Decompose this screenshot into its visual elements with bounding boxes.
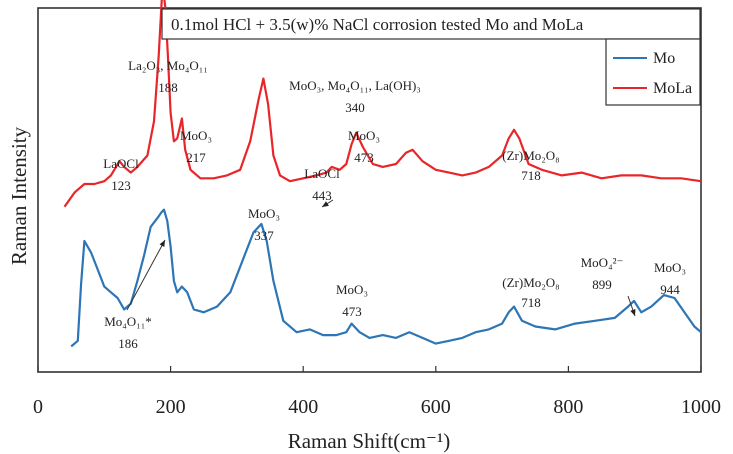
chart-title-box: 0.1mol HCl + 3.5(w)% NaCl corrosion test… (161, 8, 701, 40)
peak-annotation: (Zr)Mo₂O₈ 718 (502, 148, 559, 183)
legend-label-mo: Mo (653, 50, 675, 67)
plot-frame (37, 7, 702, 373)
annotation-arrow (126, 239, 166, 311)
annotation-wavenumber: 718 (521, 295, 541, 310)
chart-title-frame (161, 8, 701, 40)
peak-annotation: MoO₃ 473 (336, 282, 368, 319)
legend-frame (605, 38, 701, 106)
x-tick-label: 800 (553, 396, 583, 418)
annotation-label: (Zr)Mo₂O₈ (502, 148, 559, 163)
x-ticks: 0 200 400 600 800 1000 (33, 366, 721, 418)
peak-annotation: LaOCl 123 (103, 156, 139, 193)
annotation-label: MoO₃ (248, 206, 280, 221)
y-axis-title: Raman Intensity (7, 126, 31, 265)
annotation-label: MoO₃ (180, 128, 212, 143)
chart-title: 0.1mol HCl + 3.5(w)% NaCl corrosion test… (171, 15, 584, 34)
peak-annotation: MoO₃ 217 (180, 128, 212, 165)
legend: Mo MoLa (605, 38, 701, 106)
annotation-label: MoO₃ (348, 128, 380, 143)
annotation-label: MoO₃, Mo₄O₁₁, La(OH)₃ (289, 78, 421, 93)
annotation-label: MoO₃ (654, 260, 686, 275)
annotation-wavenumber: 899 (592, 277, 612, 292)
annotation-wavenumber: 123 (111, 178, 131, 193)
annotations: LaOCl 123 La₂O₃, Mo₄O₁₁ 188 MoO₃ 217 MoO₃, Mo₄… (103, 58, 686, 351)
series-line-mola (63, 0, 702, 208)
annotation-wavenumber: 473 (342, 304, 362, 319)
annotation-wavenumber: 473 (354, 150, 374, 165)
peak-annotation: MoO₃ 337 (248, 206, 280, 243)
annotation-wavenumber: 186 (118, 336, 138, 351)
legend-label-mola: MoLa (653, 80, 692, 97)
annotation-wavenumber: 443 (312, 188, 332, 203)
peak-annotation: MoO₃ 473 (348, 128, 380, 165)
x-tick-label: 400 (288, 396, 318, 418)
annotation-wavenumber: 944 (660, 282, 680, 297)
series-layer (63, 0, 702, 348)
annotation-wavenumber: 718 (521, 168, 541, 183)
annotation-label: (Zr)Mo₂O₈ (502, 275, 559, 290)
peak-annotation: MoO₃ 944 (654, 260, 686, 297)
annotation-wavenumber: 188 (158, 80, 178, 95)
annotation-wavenumber: 337 (254, 228, 274, 243)
annotation-arrowhead (322, 201, 329, 207)
annotation-label: MoO₄²⁻ (581, 255, 624, 270)
series-line-mo (70, 208, 702, 348)
annotation-wavenumber: 217 (186, 150, 206, 165)
x-tick-label: 1000 (681, 396, 721, 418)
x-axis-title: Raman Shift(cm⁻¹) (288, 429, 451, 453)
x-tick-label: 0 (33, 396, 43, 418)
annotation-label: Mo₄O₁₁* (104, 314, 152, 329)
x-tick-label: 600 (421, 396, 451, 418)
peak-annotation: LaOCl 443 (304, 166, 340, 208)
annotation-arrowhead (159, 240, 165, 247)
annotation-label: MoO₃ (336, 282, 368, 297)
annotation-wavenumber: 340 (345, 100, 365, 115)
peak-annotation: MoO₄²⁻ 899 (581, 255, 636, 317)
peak-annotation: MoO₃, Mo₄O₁₁, La(OH)₃ 340 (289, 78, 421, 115)
annotation-label: LaOCl (304, 166, 340, 181)
annotation-arrowhead (630, 309, 636, 316)
annotation-label: La₂O₃, Mo₄O₁₁ (128, 58, 208, 73)
peak-annotation: Mo₄O₁₁* 186 (104, 239, 166, 351)
annotation-label: LaOCl (103, 156, 139, 171)
peak-annotation: (Zr)Mo₂O₈ 718 (502, 275, 559, 310)
peak-annotation: La₂O₃, Mo₄O₁₁ 188 (128, 58, 208, 95)
x-tick-label: 200 (156, 396, 186, 418)
